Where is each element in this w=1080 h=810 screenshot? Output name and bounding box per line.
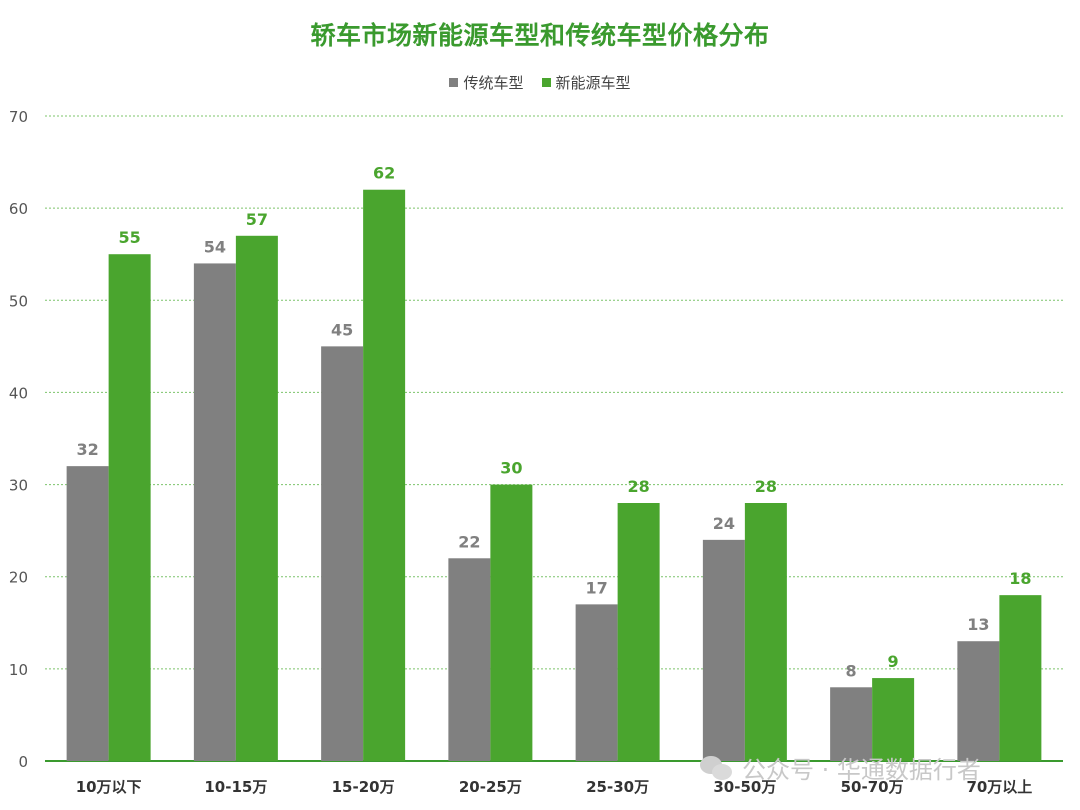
data-label: 8 [846, 661, 857, 680]
data-label: 57 [246, 210, 268, 229]
data-label: 28 [627, 477, 649, 496]
bar-nev [235, 235, 278, 762]
data-label: 18 [1009, 569, 1031, 588]
bar-traditional [448, 558, 491, 761]
bar-traditional [66, 466, 109, 761]
data-label: 17 [585, 578, 607, 597]
bar-nev [872, 678, 915, 761]
bar-traditional [321, 346, 364, 761]
x-tick-label: 15-20万 [332, 778, 395, 796]
x-tick-label: 20-25万 [459, 778, 522, 796]
y-tick-label: 0 [18, 753, 28, 771]
y-tick-label: 30 [9, 477, 28, 495]
data-label: 9 [888, 652, 899, 671]
y-tick-label: 10 [9, 661, 28, 679]
bar-nev [490, 484, 533, 761]
legend-label-nev: 新能源车型 [555, 74, 631, 92]
data-label: 32 [76, 440, 98, 459]
wechat-icon [700, 754, 734, 782]
x-tick-label: 70万以上 [966, 778, 1032, 796]
y-tick-label: 60 [9, 200, 28, 218]
bar-nev [363, 189, 406, 761]
legend-swatch-nev [541, 78, 551, 87]
data-label: 54 [204, 237, 226, 256]
data-label: 13 [967, 615, 989, 634]
bar-traditional [702, 539, 745, 761]
data-label: 55 [118, 228, 140, 247]
legend-item-traditional: 传统车型 [449, 72, 524, 93]
y-tick-label: 50 [9, 292, 28, 310]
bar-traditional [193, 263, 236, 761]
bar-traditional [957, 641, 1000, 761]
legend-label-traditional: 传统车型 [463, 74, 524, 92]
x-tick-label: 25-30万 [586, 778, 649, 796]
chart-legend: 传统车型 新能源车型 [0, 72, 1080, 93]
y-tick-label: 20 [9, 569, 28, 587]
bar-nev [999, 595, 1042, 761]
data-label: 28 [755, 477, 777, 496]
bar-nev [108, 254, 151, 761]
chart-title: 轿车市场新能源车型和传统车型价格分布 [310, 21, 770, 50]
bar-traditional [575, 604, 618, 761]
x-tick-label: 10万以下 [76, 778, 142, 796]
watermark: 公众号 · 华通数据行者 [700, 750, 981, 785]
data-label: 30 [500, 459, 522, 478]
bar-nev [617, 503, 660, 761]
x-tick-label: 10-15万 [204, 778, 267, 796]
data-label: 22 [458, 532, 480, 551]
data-label: 45 [331, 320, 353, 339]
bar-traditional [830, 687, 873, 761]
bar-nev [744, 503, 787, 761]
watermark-text: 公众号 · 华通数据行者 [742, 756, 981, 784]
x-tick-label: 30-50万 [713, 778, 776, 796]
legend-item-nev: 新能源车型 [541, 72, 631, 93]
data-label: 62 [373, 164, 395, 183]
x-tick-label: 50-70万 [841, 778, 904, 796]
data-label: 24 [713, 514, 735, 533]
y-tick-label: 40 [9, 384, 28, 402]
y-tick-label: 70 [9, 108, 28, 126]
legend-swatch-traditional [449, 78, 459, 87]
